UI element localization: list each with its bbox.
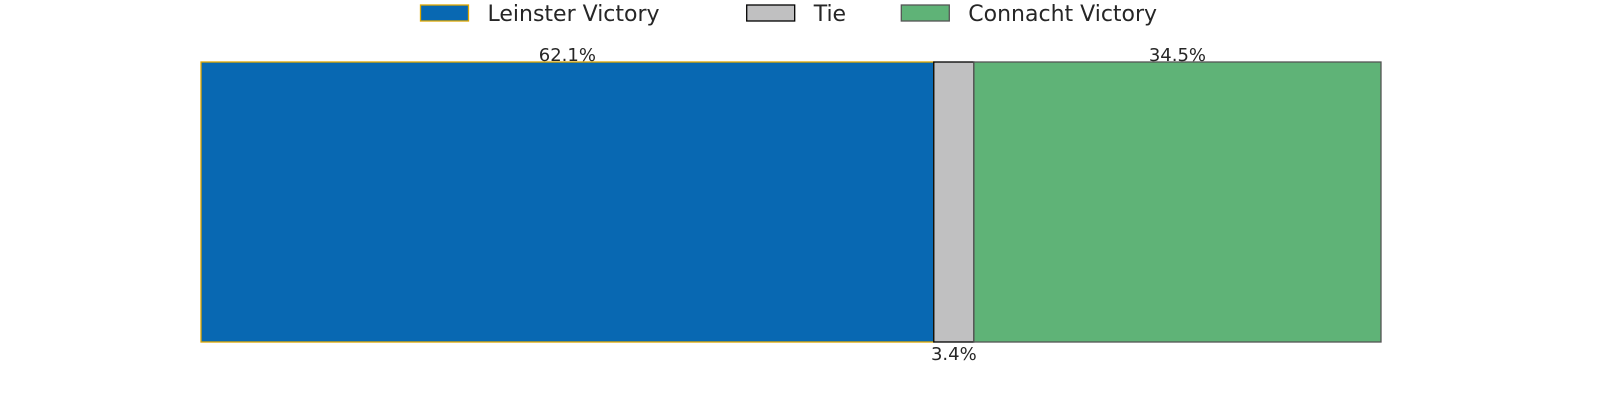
legend-swatch-leinster-victory (419, 4, 470, 22)
legend-label-leinster-victory: Leinster Victory (488, 2, 660, 27)
legend-swatch-tie (746, 4, 796, 22)
legend: Leinster Victory Tie Connacht Victory (419, 2, 1157, 27)
data-label-tie: 3.4% (931, 344, 977, 365)
legend-label-connacht-victory: Connacht Victory (968, 2, 1157, 27)
bars (200, 61, 1382, 343)
legend-label-tie: Tie (813, 2, 846, 27)
legend-swatch-connacht-victory (900, 4, 950, 22)
bar-leinster-victory (200, 61, 935, 343)
data-label-connacht-victory: 34.5% (1149, 45, 1206, 66)
bar-connacht-victory (973, 61, 1382, 343)
bar-tie (933, 61, 975, 343)
data-label-leinster-victory: 62.1% (539, 45, 596, 66)
percent-labels: 62.1% 3.4% 34.5% (539, 45, 1206, 365)
